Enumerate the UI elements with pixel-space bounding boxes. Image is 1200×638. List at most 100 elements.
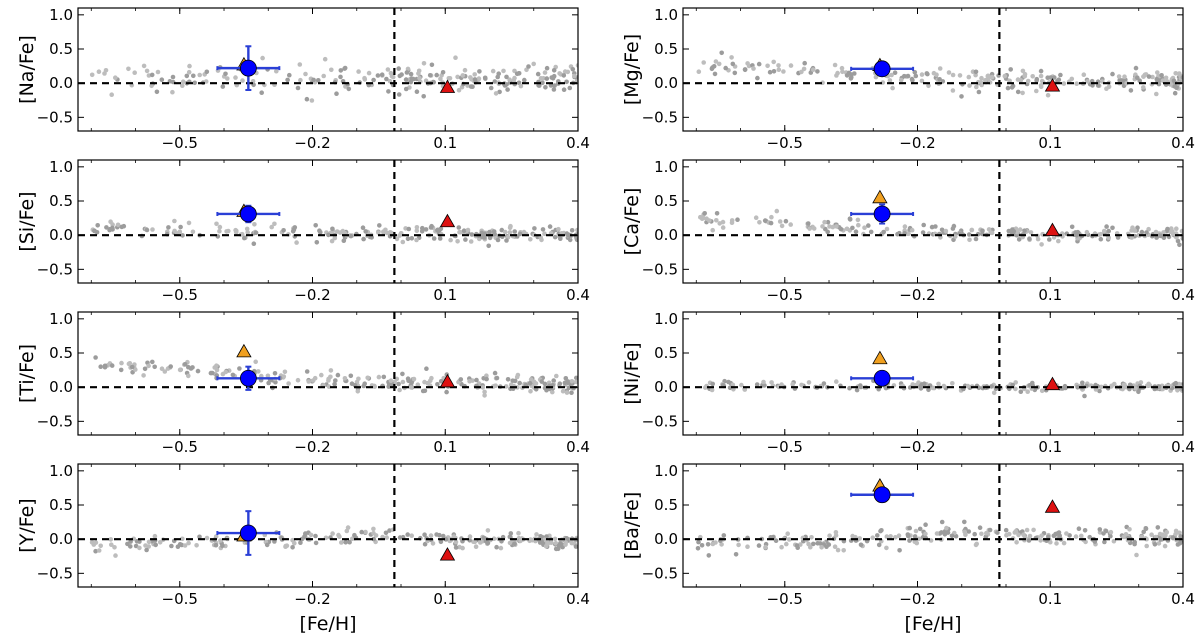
field-star-point	[1039, 533, 1044, 538]
field-star-point	[109, 92, 114, 97]
field-star-point	[1053, 531, 1058, 537]
field-star-point	[943, 228, 949, 234]
field-star-point	[853, 229, 859, 234]
field-star-point	[531, 61, 536, 67]
field-star-point	[1028, 230, 1034, 235]
x-tick-label: 0.4	[566, 438, 590, 456]
field-star-point	[417, 75, 422, 81]
field-star-point	[1038, 84, 1044, 90]
field-star-point	[342, 376, 348, 381]
field-star-point	[873, 74, 879, 80]
field-star-point	[984, 530, 989, 536]
field-star-point	[144, 227, 150, 233]
field-star-point	[761, 379, 766, 385]
field-star-point	[569, 390, 574, 396]
field-star-point	[811, 226, 817, 231]
field-star-point	[1177, 530, 1182, 536]
field-star-point	[438, 539, 444, 545]
field-star-point	[1102, 539, 1107, 545]
field-star-point	[414, 89, 420, 94]
field-star-point	[342, 66, 347, 71]
field-star-point	[1173, 71, 1178, 76]
field-star-point	[469, 232, 475, 237]
field-star-point	[1177, 242, 1182, 248]
field-star-point	[542, 70, 548, 75]
field-star-point	[467, 379, 472, 384]
field-star-point	[497, 89, 502, 95]
field-star-point	[914, 540, 920, 546]
field-star-point	[755, 75, 760, 81]
field-star-point	[1005, 85, 1011, 91]
field-star-point	[815, 69, 820, 74]
field-star-point	[308, 532, 314, 538]
field-star-point	[1106, 228, 1111, 234]
field-star-point	[756, 61, 762, 67]
field-star-point	[1052, 75, 1057, 80]
cluster-mean-point	[239, 205, 257, 223]
field-star-point	[95, 223, 100, 228]
field-star-point	[457, 229, 462, 235]
field-star-point	[453, 545, 459, 550]
field-star-point	[518, 83, 524, 89]
field-star-point	[405, 532, 411, 537]
field-star-point	[514, 71, 520, 77]
field-star-point	[178, 224, 183, 230]
field-star-point	[505, 377, 511, 382]
field-star-point	[1099, 384, 1104, 390]
field-star-point	[444, 389, 449, 395]
field-star-point	[550, 389, 555, 395]
y-tick-label: −0.5	[642, 108, 678, 126]
y-tick-label: 0.5	[654, 192, 678, 210]
field-star-point	[776, 63, 781, 68]
field-star-point	[1083, 539, 1088, 545]
y-tick-label: 1.0	[654, 158, 678, 176]
field-star-point	[569, 379, 575, 384]
field-star-point	[561, 73, 567, 78]
axes-frame	[77, 159, 579, 284]
field-star-point	[716, 61, 722, 67]
field-star-point	[969, 227, 974, 233]
field-star-point	[128, 539, 133, 544]
field-star-point	[304, 369, 310, 374]
field-star-point	[1097, 527, 1103, 532]
field-star-point	[1097, 388, 1102, 394]
field-star-point	[153, 542, 158, 548]
field-star-point	[709, 387, 715, 393]
field-star-point	[321, 73, 327, 79]
x-axis-label-left: [Fe/H]	[299, 613, 356, 635]
field-star-point	[281, 228, 286, 233]
y-axis-label: [Mg/Fe]	[621, 34, 643, 105]
x-tick-label: 0.4	[1171, 438, 1195, 456]
field-star-point	[771, 69, 777, 74]
field-star-point	[375, 73, 381, 78]
field-star-point	[456, 87, 462, 93]
field-star-point	[1034, 88, 1039, 94]
field-star-point	[713, 59, 719, 64]
field-star-point	[516, 530, 521, 536]
y-tick-label: 0.0	[49, 226, 73, 244]
field-star-point	[962, 529, 967, 535]
panel-ba-fe: −0.5 −0.2 0.1 0.4 1.0 0.5 0.0 −0.5 [Ba/Fe]	[621, 462, 1195, 608]
field-star-point	[827, 533, 832, 538]
field-star-point	[441, 533, 446, 539]
field-star-point	[926, 83, 931, 89]
field-star-point	[473, 544, 479, 549]
field-star-point	[544, 65, 550, 71]
y-axis-label: [Ti/Fe]	[16, 344, 38, 403]
panel-na-fe: −0.5 −0.2 0.1 0.4 1.0 0.5 0.0 −0.5 [Na/Fe]	[16, 6, 590, 152]
field-star-point	[862, 225, 867, 230]
field-star-point	[478, 540, 483, 545]
field-star-point	[574, 237, 578, 243]
field-star-point	[422, 388, 428, 394]
field-star-point	[1069, 224, 1075, 230]
field-star-point	[383, 530, 389, 536]
field-star-point	[421, 94, 427, 99]
field-star-point	[790, 382, 795, 387]
field-star-point	[1098, 236, 1104, 242]
field-star-point	[182, 362, 188, 367]
field-star-point	[348, 373, 354, 379]
axes-frame	[682, 7, 1184, 132]
field-star-point	[1171, 231, 1176, 237]
y-tick-label: 1.0	[49, 310, 73, 328]
field-star-point	[162, 369, 168, 374]
